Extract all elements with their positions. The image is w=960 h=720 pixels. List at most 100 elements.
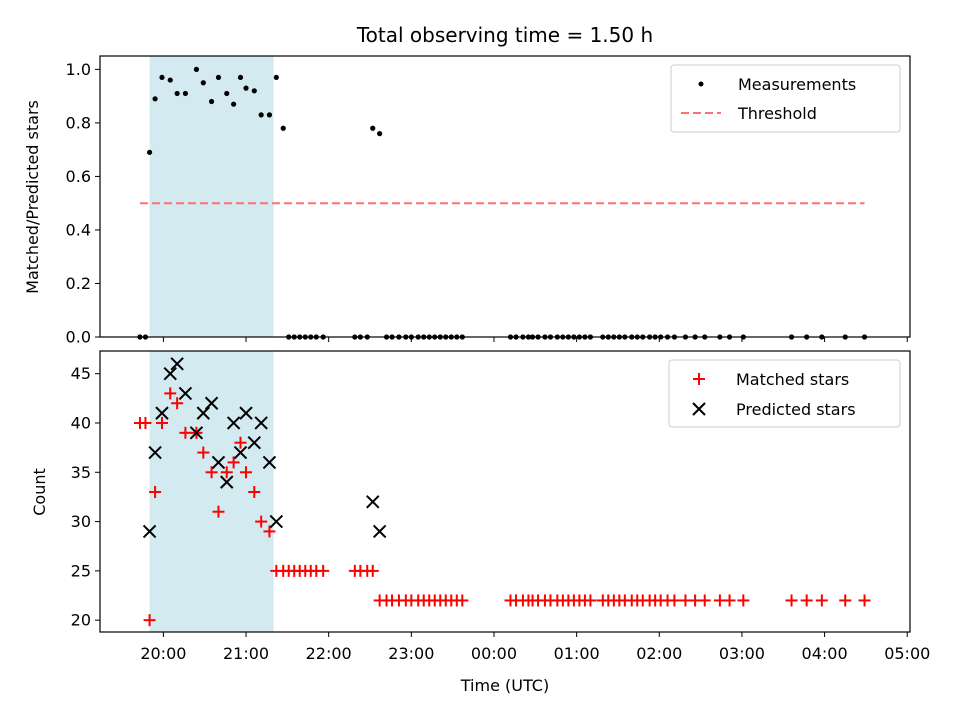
measurement-point [182,90,189,97]
measurement-point [377,131,383,137]
matched-star-point [263,525,276,538]
measurement-point [243,85,249,91]
y-tick-label: 1.0 [66,60,91,79]
matched-star-point [255,515,268,528]
measurement-point [231,101,237,107]
legend-label-threshold: Threshold [737,104,817,123]
predicted-star-point [233,445,248,460]
x-tick-label: 01:00 [554,644,600,663]
x-axis-label: Time (UTC) [460,676,549,695]
measurement-point [280,125,286,131]
x-tick-label: 05:00 [884,644,930,663]
x-tick-label: 23:00 [388,644,434,663]
measurement-point [224,90,230,97]
predicted-star-point [372,524,387,539]
matched-star-point [584,594,597,607]
predicted-star-point [226,416,241,430]
x-tick-label: 03:00 [719,644,765,663]
predicted-star-point [148,445,162,460]
measurement-point [208,98,215,105]
matched-star-point [785,594,798,607]
y-tick-label: 30 [71,512,91,531]
matched-star-point [839,594,852,607]
measurement-point [159,74,165,81]
top-legend-box [670,64,901,133]
predicted-star-point [142,524,157,539]
matched-star-point [197,446,210,459]
chart-title: Total observing time = 1.50 h [356,23,653,47]
predicted-star-point [262,455,277,470]
x-tick-label: 20:00 [140,644,186,663]
x-tick-label: 04:00 [802,644,848,663]
matched-star-point [698,594,711,607]
predicted-star-point [220,475,234,489]
top-y-axis: 0.0 0.2 0.4 0.6 0.8 1.0 [66,60,100,347]
predicted-star-point [155,406,169,420]
y-tick-label: 40 [71,413,91,432]
measurement-point [258,112,264,118]
legend-marker-matched [693,373,705,385]
matched-star-point [248,485,261,498]
measurement-point [273,74,279,81]
bottom-y-axis: 20 25 30 35 40 45 [71,364,100,630]
y-tick-label: 45 [71,364,91,383]
predicted-star-point [269,514,284,529]
top-plot-frame [99,55,911,338]
predicted-star-point [204,396,219,410]
matched-star-point [227,456,240,469]
top-y-axis-label: Matched/Predicted stars [23,100,42,294]
matched-star-point [171,397,184,410]
y-tick-label: 0.0 [66,328,91,347]
matched-star-point [240,466,253,479]
matched-star-point [205,466,218,479]
legend-label-matched: Matched stars [736,370,849,389]
measurement-point [237,74,244,81]
matched-star-point [149,485,162,498]
matched-star-point [800,594,813,607]
measurement-point [266,112,273,118]
bottom-plot-frame [99,350,911,633]
bottom-legend: Matched stars Predicted stars [668,359,901,428]
y-tick-label: 0.2 [66,274,91,293]
matched-star-point [179,426,192,439]
y-tick-label: 0.6 [66,167,91,186]
matched-star-point [139,416,152,429]
y-tick-label: 35 [71,463,91,482]
top-highlight-span [149,56,274,337]
measurement-point [167,77,173,83]
legend-label-predicted: Predicted stars [736,400,856,419]
legend-marker-predicted [692,402,706,416]
top-x-axis-ticks [162,337,908,342]
bottom-legend-box [668,359,901,428]
measurement-point [152,96,158,102]
predicted-star-point [170,357,184,371]
bottom-x-axis: 20:00 21:00 22:00 23:00 00:00 01:00 02:00 03:00… [140,632,930,663]
predicted-star-point [366,495,380,509]
matched-star-point [212,505,225,518]
matched-star-point [317,564,330,577]
measurement-point [174,90,180,97]
y-tick-label: 20 [71,611,91,630]
y-tick-label: 0.8 [66,113,91,132]
matched-star-point [668,594,681,607]
matched-star-point [858,594,871,607]
y-tick-label: 0.4 [66,220,91,239]
top-legend: Measurements Threshold [670,64,901,133]
measurement-point [370,125,376,131]
matched-star-point [723,594,736,607]
matched-star-point [234,436,247,449]
matched-star-point [155,416,168,429]
matched-star-point [456,594,469,607]
measurement-point [251,88,257,94]
predicted-star-point [189,426,204,440]
top-panel: 0.0 0.2 0.4 0.6 0.8 1.0 Matched/Predicted sta… [23,55,911,347]
matched-star-point [143,614,156,627]
matched-star-point [815,594,828,607]
measurement-point [215,74,222,81]
x-tick-label: 21:00 [223,644,269,663]
predicted-star-point [178,386,193,401]
predicted-star-point [211,455,226,470]
matched-star-point [737,594,750,607]
x-tick-label: 00:00 [471,644,517,663]
measurement-point [193,66,200,72]
